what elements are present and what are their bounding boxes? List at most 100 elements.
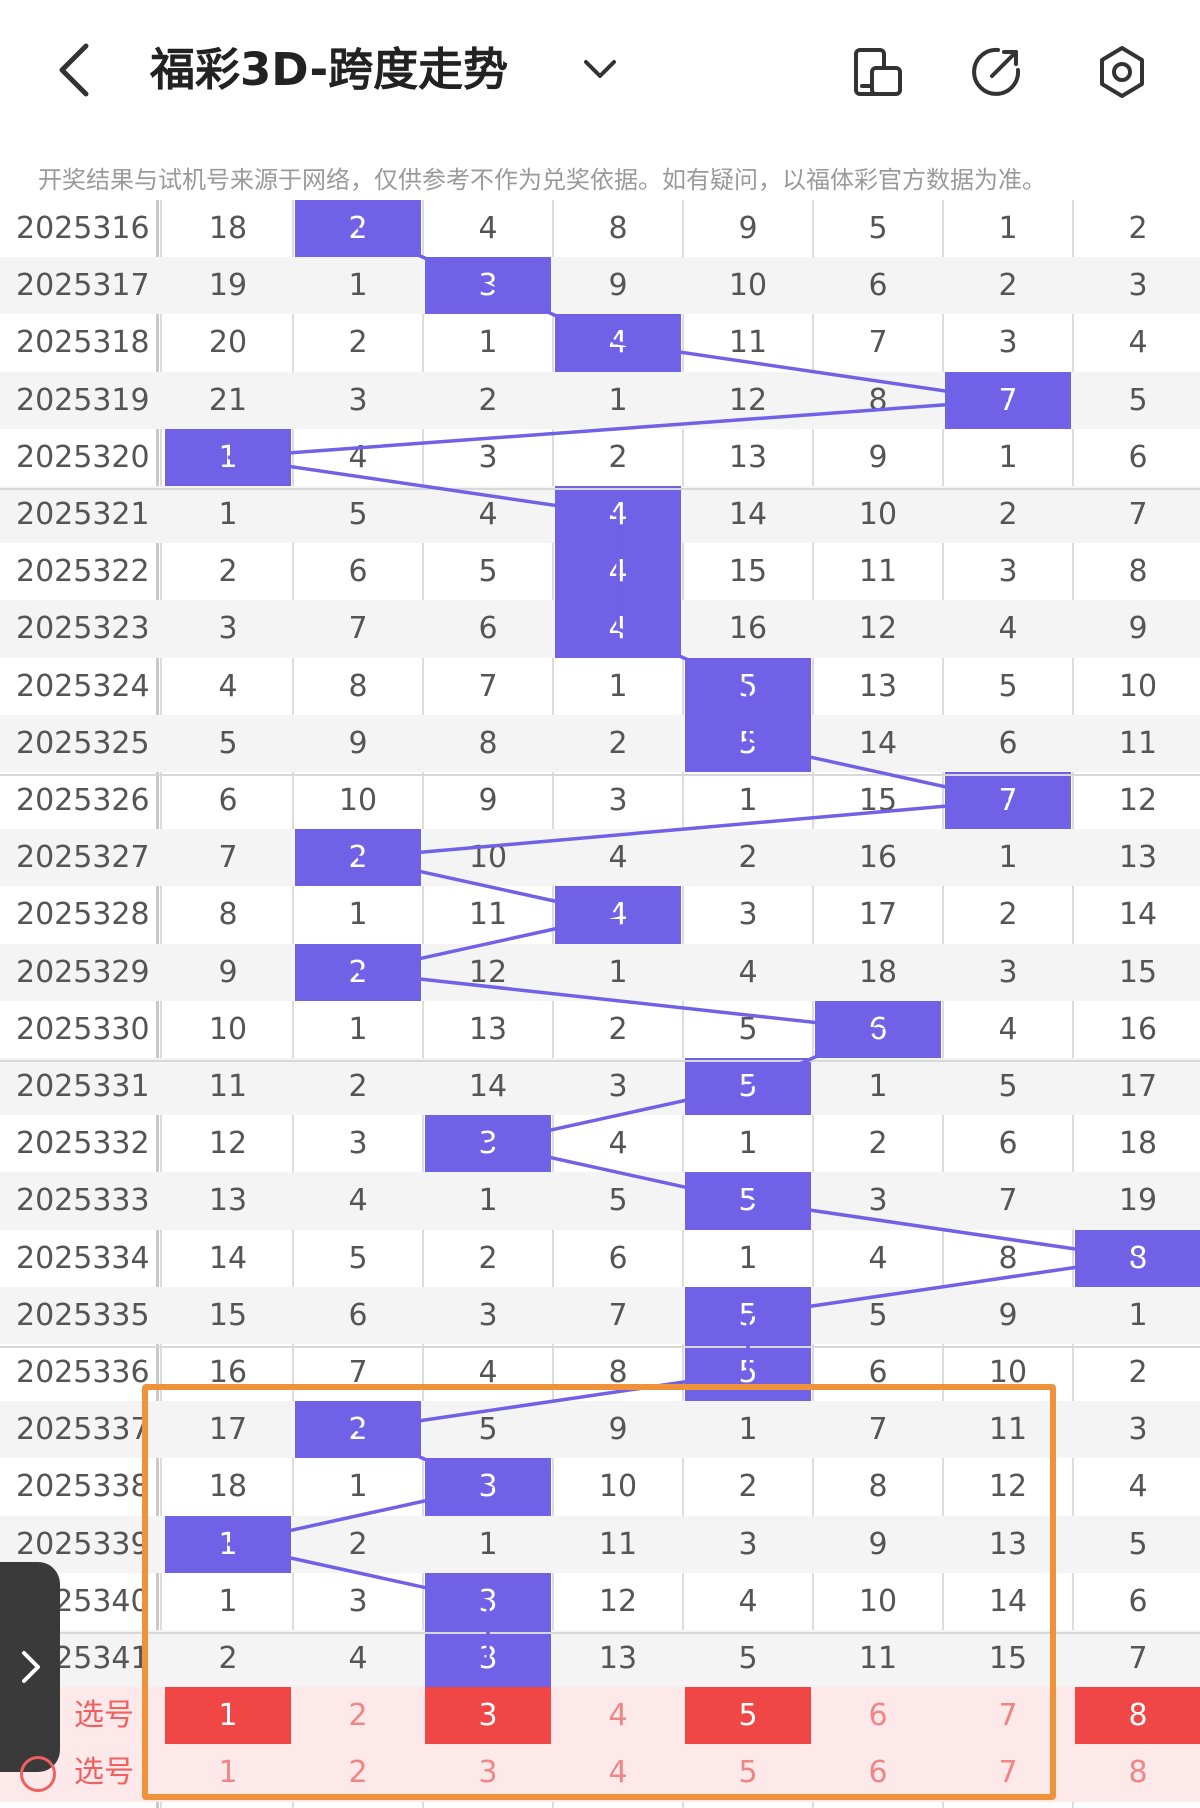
- miss-count-cell: 14: [208, 1240, 248, 1276]
- miss-count-cell: 10: [1118, 668, 1158, 704]
- miss-count-cell: 3: [1128, 268, 1148, 304]
- group-separator: [0, 1346, 1200, 1348]
- miss-count-cell: 1: [738, 1240, 758, 1276]
- device-icon[interactable]: [850, 44, 906, 100]
- period-label: 2025328: [16, 897, 150, 933]
- miss-count-cell: 3: [348, 1126, 368, 1162]
- column-separator: [160, 200, 162, 1808]
- period-label: 2025317: [16, 268, 150, 304]
- pick-number-button[interactable]: 3: [425, 1687, 551, 1745]
- miss-count-cell: 16: [728, 611, 768, 647]
- pick-number-button[interactable]: 4: [608, 1755, 628, 1791]
- miss-count-cell: 8: [1128, 554, 1148, 590]
- pick-number-button[interactable]: 5: [685, 1687, 811, 1745]
- miss-count-cell: 12: [858, 611, 898, 647]
- miss-count-cell: 10: [338, 783, 378, 818]
- miss-count-cell: 11: [468, 897, 508, 933]
- trend-table[interactable]: 2025316 18 2 4 8 9 5 1 2 2025317 19 1 3 9 10 6 2 3 2025318…: [0, 200, 1200, 1808]
- table-row: 2025323 3 7 6 4 16 12 4 9: [0, 600, 1200, 658]
- miss-count-cell: 16: [858, 840, 898, 876]
- miss-count-cell: 1: [608, 382, 628, 418]
- miss-count-cell: 5: [868, 211, 888, 246]
- span-hit-cell: 5: [685, 1172, 811, 1230]
- miss-count-cell: 11: [208, 1069, 248, 1104]
- group-separator: [0, 774, 1200, 776]
- miss-count-cell: 3: [348, 382, 368, 418]
- miss-count-cell: 6: [868, 268, 888, 304]
- miss-count-cell: 15: [858, 783, 898, 818]
- period-label: 2025331: [16, 1069, 150, 1104]
- miss-count-cell: 18: [858, 954, 898, 990]
- miss-count-cell: 8: [608, 211, 628, 246]
- table-row: 2025333 13 4 1 5 5 3 7 19: [0, 1172, 1200, 1230]
- miss-count-cell: 6: [998, 725, 1018, 761]
- pick-number-button[interactable]: 7: [998, 1755, 1018, 1791]
- miss-count-cell: 4: [608, 1126, 628, 1162]
- pick-number-button[interactable]: 2: [348, 1698, 368, 1734]
- miss-count-cell: 2: [218, 554, 238, 590]
- miss-count-cell: 12: [728, 382, 768, 418]
- miss-count-cell: 7: [348, 611, 368, 647]
- pick-number-button[interactable]: 5: [738, 1755, 758, 1791]
- pick-number-button[interactable]: 4: [608, 1698, 628, 1734]
- miss-count-cell: 2: [348, 1069, 368, 1104]
- miss-count-cell: 7: [868, 325, 888, 361]
- miss-count-cell: 8: [478, 725, 498, 761]
- miss-count-cell: 1: [478, 325, 498, 361]
- table-row: 2025324 4 8 7 1 5 13 5 10: [0, 657, 1200, 715]
- pick-number-button[interactable]: 6: [868, 1698, 888, 1734]
- header-bar: 福彩3D-跨度走势 开奖结果与试机号来源于网络，仅供参考不作为兑奖依据。如有疑问…: [0, 0, 1200, 194]
- table-row: 2025321 1 5 4 4 14 10 2 7: [0, 486, 1200, 544]
- side-drawer-tab[interactable]: [0, 1562, 60, 1772]
- miss-count-cell: 5: [998, 1069, 1018, 1104]
- miss-count-cell: 3: [868, 1183, 888, 1219]
- span-hit-cell: 4: [555, 886, 681, 944]
- highlight-box: [142, 1384, 1056, 1800]
- pick-number-button[interactable]: 1: [218, 1755, 238, 1791]
- page-title[interactable]: 福彩3D-跨度走势: [150, 43, 509, 96]
- settings-icon[interactable]: [1094, 44, 1150, 100]
- miss-count-cell: 1: [348, 897, 368, 933]
- miss-count-cell: 2: [738, 840, 758, 876]
- miss-count-cell: 19: [1118, 1183, 1158, 1219]
- miss-count-cell: 6: [608, 1240, 628, 1276]
- table-row: 2025329 9 2 12 1 4 18 3 15: [0, 943, 1200, 1001]
- miss-count-cell: 1: [1128, 1297, 1148, 1333]
- miss-count-cell: 13: [208, 1183, 248, 1219]
- miss-count-cell: 7: [218, 840, 238, 876]
- table-row: 2025335 15 6 3 7 5 5 9 1: [0, 1286, 1200, 1344]
- miss-count-cell: 3: [998, 325, 1018, 361]
- miss-count-cell: 4: [218, 668, 238, 704]
- pick-number-button[interactable]: 2: [348, 1755, 368, 1791]
- pick-number-button[interactable]: 6: [868, 1755, 888, 1791]
- pick-number-button[interactable]: 1: [165, 1687, 291, 1745]
- period-label: 2025320: [16, 439, 150, 475]
- miss-count-cell: 5: [1128, 1526, 1148, 1562]
- pick-number-button[interactable]: 3: [478, 1755, 498, 1791]
- miss-count-cell: 3: [738, 897, 758, 933]
- miss-count-cell: 15: [1118, 954, 1158, 990]
- miss-count-cell: 8: [348, 668, 368, 704]
- miss-count-cell: 1: [348, 268, 368, 304]
- chevron-down-icon[interactable]: [578, 48, 622, 92]
- share-icon[interactable]: [968, 44, 1024, 100]
- miss-count-cell: 1: [868, 1069, 888, 1104]
- span-hit-cell: 4: [555, 543, 681, 601]
- miss-count-cell: 2: [998, 268, 1018, 304]
- back-icon[interactable]: [48, 40, 108, 100]
- miss-count-cell: 18: [1118, 1126, 1158, 1162]
- span-hit-cell: 3: [425, 257, 551, 315]
- period-label: 2025326: [16, 783, 150, 818]
- miss-count-cell: 1: [998, 840, 1018, 876]
- miss-count-cell: 11: [1118, 725, 1158, 761]
- pick-number-button[interactable]: 7: [998, 1698, 1018, 1734]
- miss-count-cell: 9: [218, 954, 238, 990]
- miss-count-cell: 21: [208, 382, 248, 418]
- miss-count-cell: 3: [998, 954, 1018, 990]
- pick-row: 选号 1 2 3 4 5 6 7 8: [0, 1687, 1200, 1745]
- pick-radio[interactable]: [20, 1756, 56, 1792]
- period-label: 2025323: [16, 611, 150, 647]
- miss-count-cell: 1: [218, 497, 238, 532]
- pick-number-button[interactable]: 8: [1128, 1755, 1148, 1791]
- pick-number-button[interactable]: 8: [1075, 1687, 1200, 1745]
